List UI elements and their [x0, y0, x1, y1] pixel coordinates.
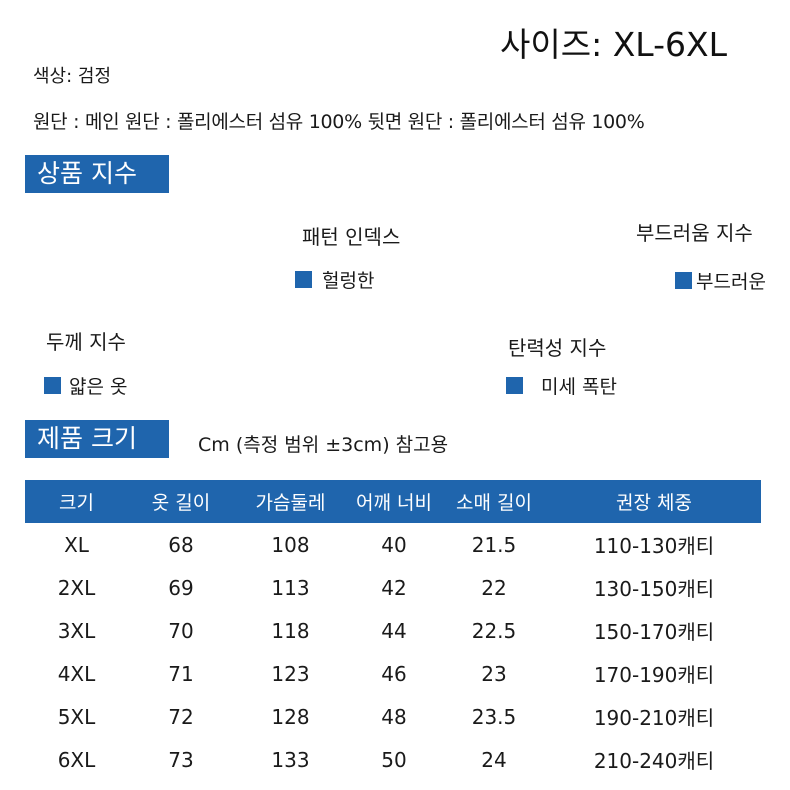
cell-sleeve: 23.5	[471, 704, 517, 729]
thickness-index-label: 두께 지수	[46, 330, 126, 354]
softness-index-value: 부드러운	[696, 271, 766, 293]
cell-length: 72	[168, 704, 194, 729]
pattern-index-label: 패턴 인덱스	[302, 225, 401, 249]
softness-index-label: 부드러움 지수	[636, 221, 753, 245]
cell-length: 69	[168, 575, 194, 600]
elasticity-index-label: 탄력성 지수	[508, 336, 607, 360]
size-range-title: 사이즈: XL-6XL	[500, 25, 727, 64]
table-row: 2XL 69 113 42 22 130-150캐티	[25, 566, 761, 609]
elasticity-index-option: 미세 폭탄	[506, 372, 617, 399]
cell-shoulder: 50	[381, 747, 407, 772]
pattern-index-option: 헐렁한	[295, 266, 374, 293]
cell-sleeve: 22	[481, 575, 507, 600]
cell-size: 4XL	[57, 661, 96, 686]
cell-length: 68	[168, 532, 194, 557]
size-table: 크기 옷 길이 가슴둘레 어깨 너비 소매 길이 권장 체중 XL 68 108…	[25, 480, 761, 781]
cell-sleeve: 21.5	[471, 532, 517, 557]
measurement-note: Cm (측정 범위 ±3cm) 참고용	[198, 434, 449, 456]
cell-chest: 118	[271, 618, 310, 643]
table-row: 5XL 72 128 48 23.5 190-210캐티	[25, 695, 761, 738]
size-table-header: 크기 옷 길이 가슴둘레 어깨 너비 소매 길이 권장 체중	[25, 480, 761, 523]
cell-weight: 210-240캐티	[593, 749, 715, 773]
cell-length: 73	[168, 747, 194, 772]
column-header-length: 옷 길이	[151, 492, 211, 514]
cell-size: 5XL	[57, 704, 96, 729]
cell-shoulder: 46	[381, 661, 407, 686]
square-bullet-icon	[295, 271, 312, 288]
cell-weight: 130-150캐티	[593, 577, 715, 601]
cell-sleeve: 22.5	[471, 618, 517, 643]
cell-chest: 133	[271, 747, 310, 772]
column-header-sleeve: 소매 길이	[456, 492, 532, 514]
cell-chest: 113	[271, 575, 310, 600]
cell-shoulder: 40	[381, 532, 407, 557]
pattern-index-value: 헐렁한	[322, 270, 375, 292]
cell-shoulder: 44	[381, 618, 407, 643]
table-row: 3XL 70 118 44 22.5 150-170캐티	[25, 609, 761, 652]
cell-chest: 123	[271, 661, 310, 686]
cell-size: 3XL	[57, 618, 96, 643]
table-row: XL 68 108 40 21.5 110-130캐티	[25, 523, 761, 566]
cell-weight: 170-190캐티	[593, 663, 715, 687]
product-index-heading: 상품 지수	[25, 155, 169, 193]
cell-chest: 108	[271, 532, 310, 557]
column-header-shoulder: 어깨 너비	[356, 492, 432, 514]
cell-weight: 110-130캐티	[593, 534, 715, 558]
thickness-index-value: 얇은 옷	[69, 376, 128, 398]
cell-sleeve: 24	[481, 747, 507, 772]
cell-shoulder: 42	[381, 575, 407, 600]
cell-length: 71	[168, 661, 194, 686]
elasticity-index-value: 미세 폭탄	[541, 376, 617, 398]
cell-chest: 128	[271, 704, 310, 729]
square-bullet-icon	[675, 272, 692, 289]
cell-weight: 190-210캐티	[593, 706, 715, 730]
product-size-heading: 제품 크기	[25, 420, 169, 458]
color-info: 색상: 검정	[33, 66, 112, 87]
cell-size: XL	[64, 532, 89, 557]
table-row: 4XL 71 123 46 23 170-190캐티	[25, 652, 761, 695]
cell-size: 2XL	[57, 575, 96, 600]
square-bullet-icon	[506, 377, 523, 394]
column-header-size: 크기	[59, 492, 94, 514]
cell-shoulder: 48	[381, 704, 407, 729]
column-header-weight: 권장 체중	[616, 492, 692, 514]
square-bullet-icon	[44, 377, 61, 394]
cell-length: 70	[168, 618, 194, 643]
cell-size: 6XL	[57, 747, 96, 772]
column-header-chest: 가슴둘레	[255, 492, 326, 514]
table-row: 6XL 73 133 50 24 210-240캐티	[25, 738, 761, 781]
thickness-index-option: 얇은 옷	[44, 372, 127, 399]
softness-index-option: 부드러운	[675, 267, 766, 294]
fabric-info: 원단 : 메인 원단 : 폴리에스터 섬유 100% 뒷면 원단 : 폴리에스터…	[33, 111, 645, 133]
cell-weight: 150-170캐티	[593, 620, 715, 644]
cell-sleeve: 23	[481, 661, 507, 686]
